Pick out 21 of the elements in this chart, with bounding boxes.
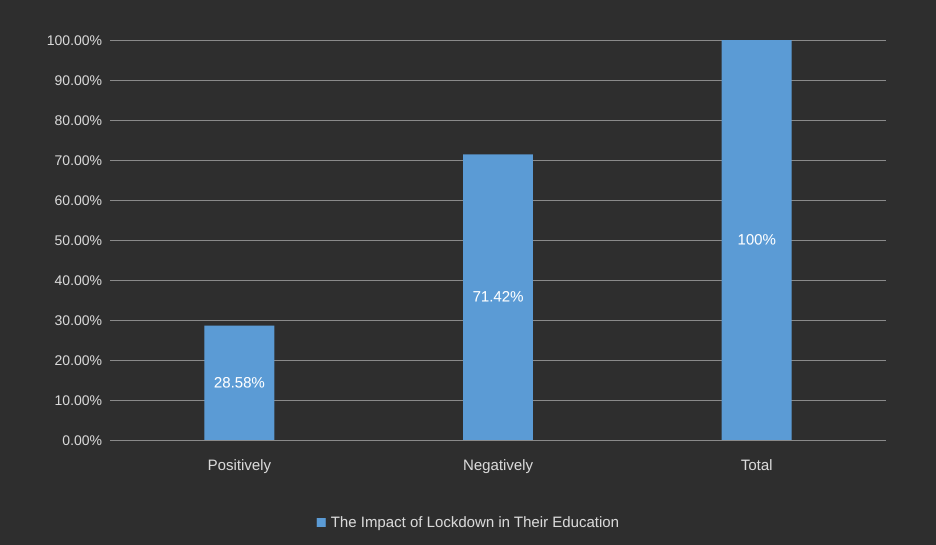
bar (722, 40, 792, 440)
y-tick-label: 0.00% (62, 432, 102, 448)
x-tick-label: Positively (208, 457, 272, 474)
y-tick-label: 80.00% (54, 112, 102, 128)
y-tick-label: 20.00% (54, 352, 102, 368)
y-tick-label: 10.00% (54, 392, 102, 408)
legend-label: The Impact of Lockdown in Their Education (330, 514, 619, 531)
y-tick-label: 30.00% (54, 312, 102, 328)
data-label: 71.42% (472, 288, 524, 306)
data-label: 100% (737, 232, 776, 248)
y-tick-label: 50.00% (54, 232, 102, 248)
x-tick-label: Negatively (462, 457, 534, 474)
y-tick-label: 100.00% (46, 32, 102, 48)
data-label: 28.58% (214, 374, 265, 392)
y-tick-label: 40.00% (54, 272, 102, 288)
y-tick-label: 90.00% (54, 72, 102, 88)
y-tick-label: 60.00% (54, 192, 102, 208)
bar (463, 154, 533, 440)
bar (204, 326, 274, 440)
x-tick-label: Total (740, 457, 773, 474)
y-tick-label: 70.00% (54, 152, 102, 168)
